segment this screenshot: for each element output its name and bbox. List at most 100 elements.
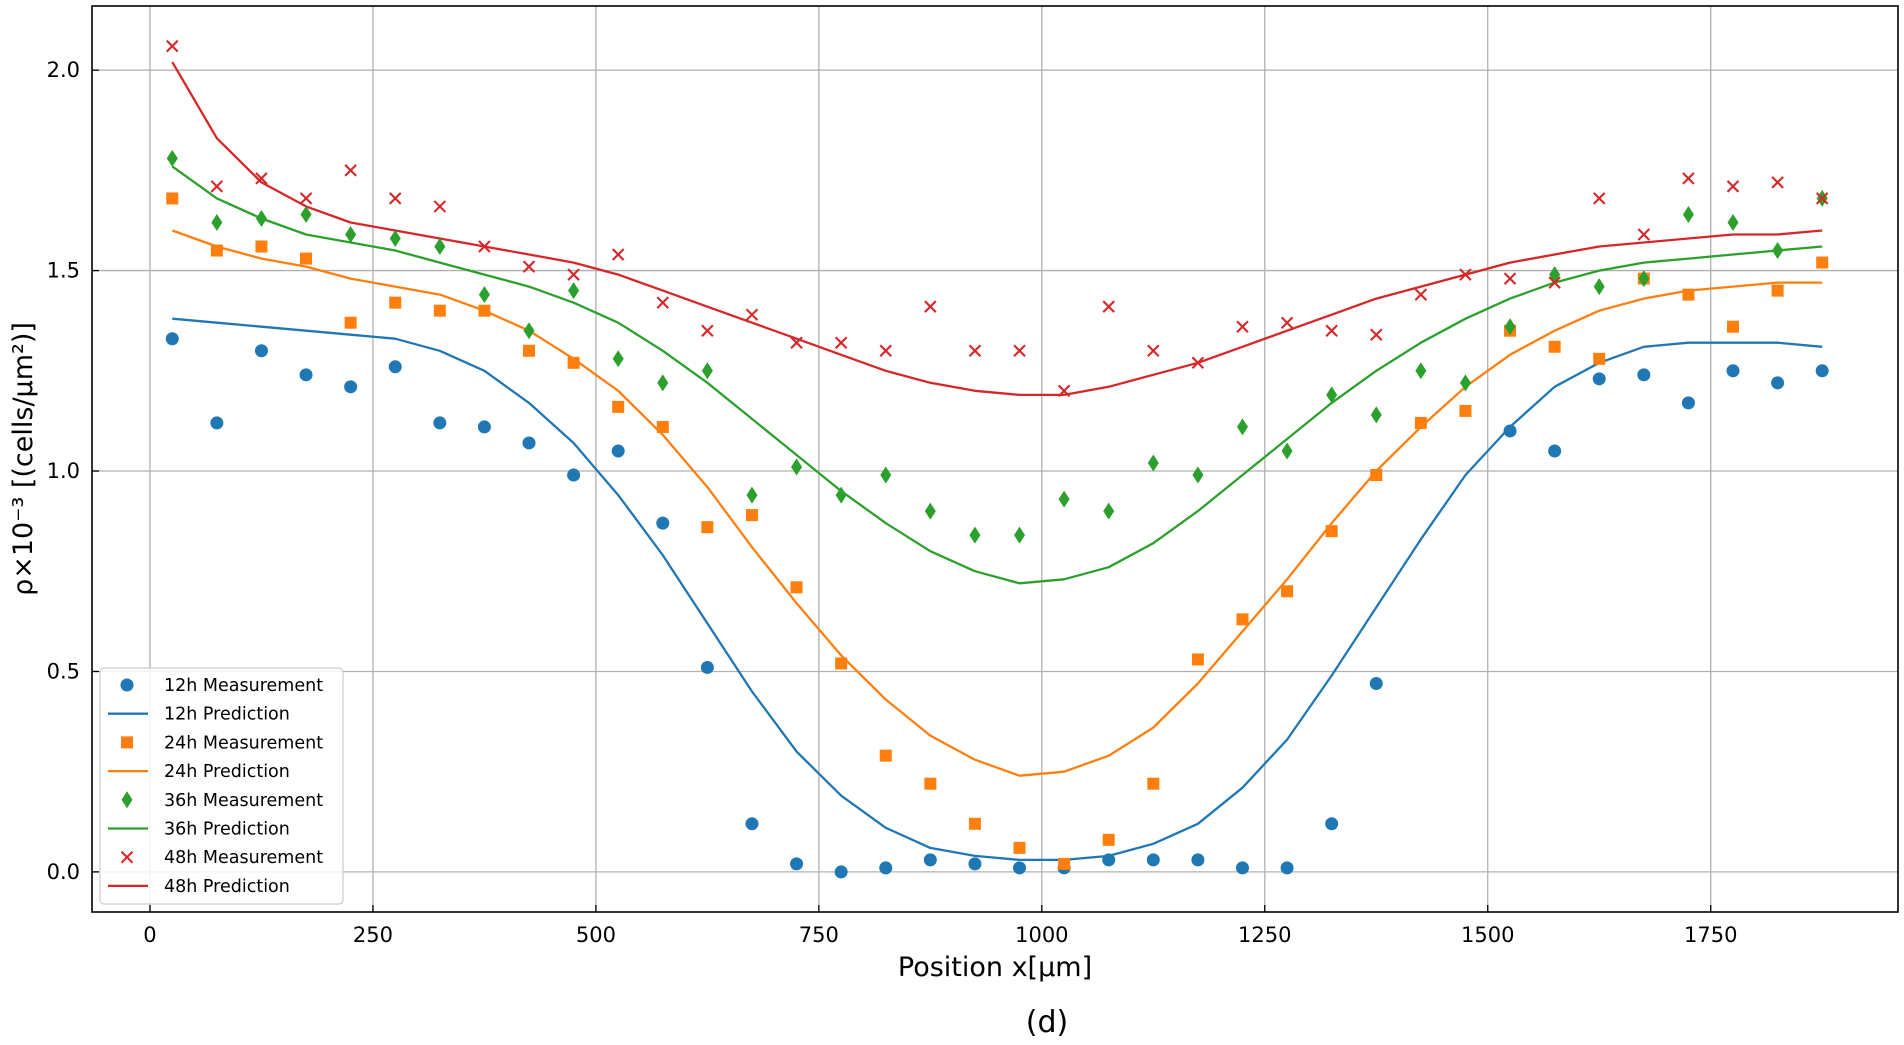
measurement-point-12h	[522, 436, 536, 450]
legend-label: 36h Prediction	[164, 820, 290, 840]
measurement-point-12h	[344, 380, 358, 394]
measurement-point-36h	[835, 486, 847, 504]
measurement-point-36h	[969, 526, 981, 544]
legend-entries: 12h Measurement 12h Prediction 24h Measure…	[108, 676, 323, 897]
measurement-point-36h	[345, 226, 357, 244]
measurement-point-12h	[790, 857, 804, 871]
measurement-point-36h	[612, 350, 624, 368]
measurement-point-24h	[255, 240, 268, 253]
legend-label: 48h Prediction	[164, 877, 290, 897]
measurement-point-48h	[166, 39, 179, 53]
measurement-point-48h	[1414, 288, 1428, 301]
measurement-point-36h	[1415, 362, 1427, 380]
legend-label: 36h Measurement	[164, 791, 323, 811]
measurement-point-12h	[879, 861, 893, 875]
measurement-point-12h	[1013, 861, 1027, 875]
measurement-point-12h	[1102, 853, 1116, 867]
x-tick-label: 1500	[1461, 923, 1514, 947]
measurement-point-48h	[210, 180, 224, 193]
measurement-point-48h	[1102, 300, 1115, 313]
measurement-point-36h	[211, 213, 223, 231]
measurement-point-48h	[1191, 356, 1205, 370]
legend-label: 48h Measurement	[164, 848, 323, 868]
measurement-point-36h	[1682, 205, 1694, 223]
measurement-point-12h	[1280, 861, 1294, 875]
measurement-point-48h	[834, 336, 848, 349]
figure-caption: (d)	[1026, 1005, 1068, 1040]
prediction-line-12h	[172, 317, 1823, 862]
measurement-point-36h	[924, 502, 936, 520]
measurement-point-48h	[255, 172, 268, 185]
y-tick-label: 0.0	[47, 860, 80, 884]
legend-marker-36h	[121, 791, 133, 809]
x-tick-label: 1250	[1238, 923, 1291, 947]
x-tick-label: 1000	[1015, 923, 1068, 947]
measurement-point-12h	[1548, 444, 1562, 458]
measurement-point-12h	[1235, 861, 1249, 875]
legend-label: 12h Prediction	[164, 705, 290, 725]
measurement-point-36h	[1593, 278, 1605, 296]
measurement-point-36h	[1192, 466, 1204, 484]
measurement-point-24h	[433, 304, 446, 317]
legend-marker-48h	[120, 850, 134, 864]
measurement-point-36h	[1772, 242, 1784, 260]
measurement-point-48h	[478, 240, 491, 253]
measurement-point-48h	[879, 344, 892, 358]
axis-ticks: 0 250 500 750 1000 1250 1500 1750 0.0 0.5 1.0 1.5 2.…	[47, 58, 1738, 947]
measurement-point-12h	[700, 660, 714, 674]
measurement-point-48h	[388, 192, 402, 205]
measurement-point-36h	[1727, 213, 1739, 231]
measurement-point-24h	[344, 316, 357, 329]
measurement-point-48h	[1013, 344, 1026, 358]
measurement-point-36h	[568, 282, 580, 300]
measurement-point-36h	[300, 205, 312, 223]
measurement-point-12h	[254, 344, 268, 358]
x-tick-label: 500	[576, 923, 616, 947]
measurement-point-24h	[1236, 613, 1249, 626]
measurement-point-36h	[701, 362, 713, 380]
legend-marker-24h	[121, 736, 133, 749]
x-tick-label: 0	[143, 923, 156, 947]
measurement-point-24h	[1102, 833, 1115, 846]
measurement-point-24h	[1459, 404, 1472, 417]
y-tick-label: 0.5	[47, 659, 80, 683]
prediction-line-24h	[171, 229, 1823, 777]
measurement-point-48h	[1370, 328, 1383, 341]
measurement-point-48h	[344, 164, 357, 177]
measurement-point-36h	[746, 486, 758, 504]
measurement-point-24h	[478, 304, 491, 317]
measurement-point-36h	[1638, 270, 1650, 288]
measurement-point-48h	[299, 192, 313, 205]
measurement-point-24h	[656, 420, 669, 433]
measurement-point-48h	[611, 248, 625, 261]
legend-label: 24h Prediction	[164, 762, 290, 782]
measurement-point-36h	[389, 230, 401, 248]
measurement-point-48h	[433, 200, 447, 213]
prediction-lines	[171, 61, 1823, 862]
y-tick-label: 2.0	[47, 58, 80, 82]
measurement-point-12h	[968, 857, 982, 871]
measurement-point-12h	[1592, 372, 1606, 386]
measurement-point-24h	[968, 817, 981, 830]
measurement-point-48h	[1057, 384, 1071, 398]
measurement-point-12h	[923, 853, 937, 867]
measurement-point-24h	[1147, 777, 1160, 790]
grid	[92, 6, 1898, 912]
measurement-point-12h	[477, 420, 491, 434]
measurement-point-48h	[1325, 324, 1338, 337]
measurement-point-48h	[1280, 316, 1294, 329]
measurement-point-36h	[523, 322, 535, 340]
measurement-point-12h	[1325, 817, 1339, 831]
measurement-point-48h	[701, 324, 714, 337]
measurement-point-36h	[1236, 418, 1248, 436]
measurement-point-12h	[1191, 853, 1205, 867]
measurement-point-48h	[1592, 192, 1606, 205]
measurement-point-12h	[611, 444, 625, 458]
measurement-point-48h	[1503, 272, 1517, 285]
measurement-point-24h	[1281, 585, 1294, 598]
measurement-point-12h	[1681, 396, 1695, 410]
measurement-point-24h	[567, 356, 580, 369]
measurement-point-48h	[1726, 180, 1740, 193]
measurement-point-24h	[1682, 288, 1695, 301]
